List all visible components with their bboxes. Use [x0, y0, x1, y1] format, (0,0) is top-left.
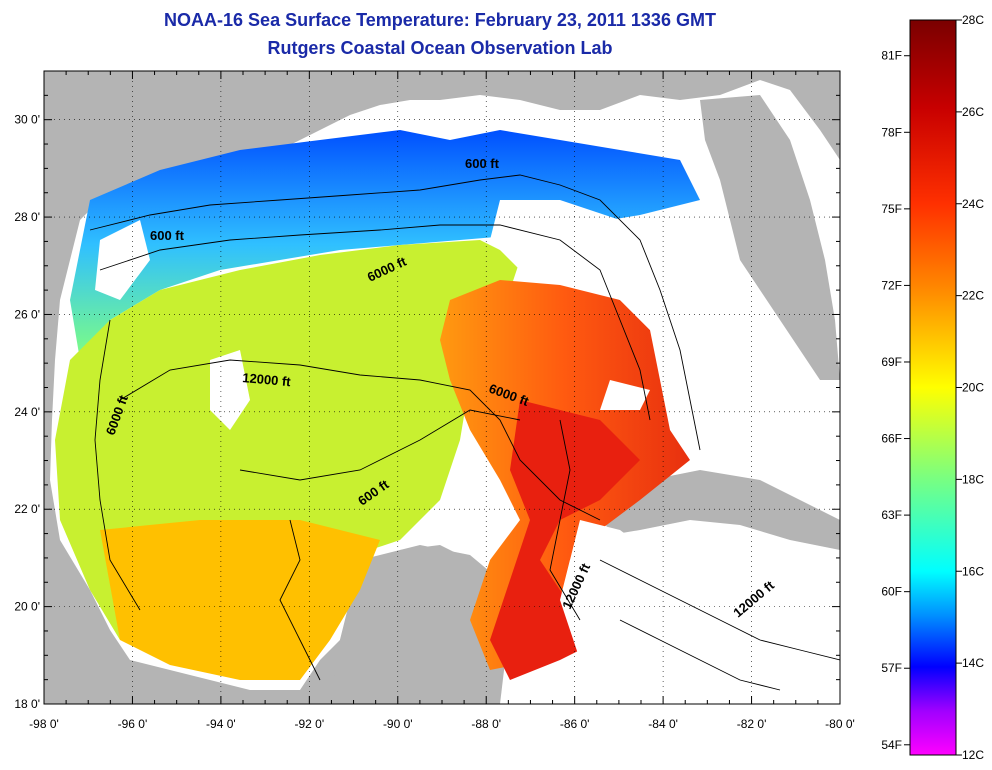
y-tick-label: 26 0': [14, 307, 40, 321]
sst-imagery: [55, 130, 700, 680]
y-tick-label: 20 0': [14, 600, 40, 614]
colorbar-fahrenheit-label: 57F: [881, 661, 902, 675]
contour-label: 600 ft: [465, 156, 500, 171]
x-tick-label: -92 0': [295, 717, 325, 731]
colorbar-fahrenheit-label: 72F: [881, 278, 902, 292]
x-tick-label: -94 0': [206, 717, 236, 731]
x-tick-label: -84 0': [648, 717, 678, 731]
colorbar-celsius-label: 18C: [962, 472, 984, 486]
y-axis: 18 0' 20 0' 22 0' 24 0' 26 0' 28 0' 30 0': [14, 70, 840, 711]
x-tick-label: -88 0': [471, 717, 501, 731]
map-subtitle: Rutgers Coastal Ocean Observation Lab: [267, 38, 613, 58]
colorbar-fahrenheit-label: 75F: [881, 202, 902, 216]
colorbar-fahrenheit-label: 66F: [881, 432, 902, 446]
map-title: NOAA-16 Sea Surface Temperature: Februar…: [164, 10, 716, 30]
y-tick-label: 18 0': [14, 697, 40, 711]
colorbar: [909, 19, 957, 756]
colorbar-fahrenheit-label: 81F: [881, 49, 902, 63]
contour-label: 12000 ft: [242, 370, 292, 389]
x-tick-label: -86 0': [560, 717, 590, 731]
x-tick-label: -96 0': [118, 717, 148, 731]
bathymetry-contours: [89, 174, 840, 691]
colorbar-fahrenheit-label: 78F: [881, 125, 902, 139]
x-tick-label: -82 0': [737, 717, 767, 731]
colorbar-celsius-labels: 28C 26C 24C 22C 20C 18C 16C 14C 12C: [956, 13, 984, 762]
x-axis: -98 0' -96 0' -94 0' -92 0' -90 0' -88 0' -86 …: [29, 71, 855, 731]
colorbar-fahrenheit-label: 60F: [881, 585, 902, 599]
x-tick-label: -80 0': [825, 717, 855, 731]
contour-label: 600 ft: [150, 228, 185, 243]
colorbar-fahrenheit-label: 63F: [881, 508, 902, 522]
x-tick-label: -98 0': [29, 717, 59, 731]
colorbar-celsius-label: 24C: [962, 197, 984, 211]
y-tick-label: 22 0': [14, 502, 40, 516]
colorbar-celsius-label: 28C: [962, 13, 984, 27]
colorbar-fahrenheit-label: 54F: [881, 738, 902, 752]
colorbar-celsius-label: 20C: [962, 381, 984, 395]
cloud-mask: [95, 200, 840, 704]
colorbar-celsius-label: 14C: [962, 656, 984, 670]
gridlines: [44, 71, 840, 704]
y-tick-label: 30 0': [14, 113, 40, 127]
colorbar-celsius-label: 22C: [962, 289, 984, 303]
colorbar-celsius-label: 26C: [962, 105, 984, 119]
colorbar-fahrenheit-label: 69F: [881, 355, 902, 369]
x-tick-label: -90 0': [383, 717, 413, 731]
colorbar-celsius-label: 12C: [962, 748, 984, 762]
colorbar-celsius-label: 16C: [962, 564, 984, 578]
y-tick-label: 24 0': [14, 405, 40, 419]
land-masses: [44, 71, 840, 704]
y-tick-label: 28 0': [14, 210, 40, 224]
colorbar-fahrenheit-labels: 81F 78F 75F 72F 69F 66F 63F 60F 57F 54F: [881, 49, 910, 752]
